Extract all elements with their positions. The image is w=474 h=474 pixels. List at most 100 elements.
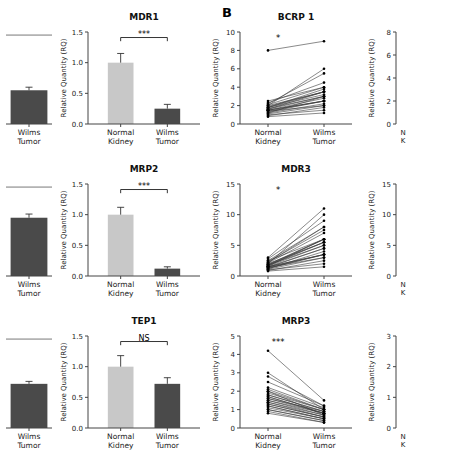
reference-line (6, 35, 52, 36)
point (323, 266, 326, 269)
y-axis (396, 184, 397, 276)
y-tick-label: 0.0 (72, 273, 83, 281)
error-stem (120, 207, 121, 214)
point (323, 91, 326, 94)
point (323, 93, 326, 96)
y-tick-label: 0 (387, 273, 391, 281)
x-tick-label: WilmsTumor (155, 280, 180, 298)
title: MRP3 (282, 316, 311, 326)
x-tick (167, 276, 168, 279)
y-tick-label: 8 (387, 29, 391, 37)
y-tick (393, 78, 396, 79)
pair-line (268, 411, 324, 422)
y-tick-label: 8 (231, 47, 235, 55)
point (323, 238, 326, 241)
text-line: Kidney (108, 441, 134, 450)
panel: NormalKidneyWilmsTumor051015Relative Qua… (212, 164, 352, 298)
annotation: NK (400, 129, 405, 145)
point (323, 253, 326, 256)
y-axis-label: Relative Quantity (RQ) (60, 190, 68, 269)
point (323, 247, 326, 250)
y-tick-label: 3 (231, 369, 235, 377)
point (267, 111, 270, 114)
point (323, 416, 326, 419)
x-tick-label: WilmsTumor (311, 432, 336, 450)
pair-line (268, 239, 324, 265)
pair-line (268, 376, 324, 405)
text-line: Tumor (311, 289, 336, 298)
y-tick (237, 184, 240, 185)
x-tick-label: WilmsTumor (155, 432, 180, 450)
point (323, 405, 326, 408)
point (323, 421, 326, 424)
text-line: Kidney (255, 289, 281, 298)
y-tick-label: 15 (226, 181, 235, 189)
point (267, 405, 270, 408)
x-tick (268, 276, 269, 279)
x-axis (240, 428, 352, 429)
y-tick-label: 6 (387, 52, 392, 60)
pair-line (268, 389, 324, 409)
point (323, 408, 326, 411)
y-tick-label: 1.0 (72, 211, 83, 219)
error-stem (29, 214, 30, 218)
panel: NormalKidneyWilmsTumor0.00.51.01.5Relati… (60, 164, 200, 298)
panel: WilmsTumor (6, 339, 52, 450)
error-stem (167, 378, 168, 384)
point (323, 81, 326, 84)
y-tick (393, 245, 396, 246)
point (323, 86, 326, 89)
x-tick-label: NormalKidney (107, 128, 134, 146)
y-tick-label: 1.5 (72, 333, 83, 341)
point (323, 412, 326, 415)
x-tick-label: WilmsTumor (311, 128, 336, 146)
error-cap (117, 355, 124, 356)
point (267, 395, 270, 398)
point (267, 372, 270, 375)
point (323, 238, 326, 241)
point (267, 109, 270, 112)
title: MDR3 (281, 164, 311, 174)
title: MRP2 (130, 164, 159, 174)
error-cap (117, 207, 124, 208)
text-line: Kidney (255, 441, 281, 450)
x-tick (324, 276, 325, 279)
panel: WilmsTumor (6, 187, 52, 298)
point (323, 416, 326, 419)
title: TEP1 (131, 316, 156, 326)
y-tick (237, 68, 240, 69)
point (267, 113, 270, 116)
y-tick-label: 3 (387, 333, 391, 341)
y-tick (393, 214, 396, 215)
plot-area (108, 356, 180, 428)
error-cap (26, 214, 33, 215)
y-tick (237, 50, 240, 51)
y-tick (237, 354, 240, 355)
y-tick (237, 391, 240, 392)
y-tick-label: 6 (231, 65, 236, 73)
pair-line (268, 402, 324, 417)
text-line: N (400, 129, 405, 137)
plot-area (267, 207, 326, 272)
y-axis (240, 32, 241, 124)
y-tick (237, 124, 240, 125)
y-tick (85, 124, 88, 125)
pair-line (268, 261, 324, 271)
y-tick (393, 184, 396, 185)
point (267, 264, 270, 267)
y-axis (240, 184, 241, 276)
x-tick-label: NormalKidney (107, 432, 134, 450)
annotation: NS (138, 334, 149, 343)
y-axis-label: Relative Quantity (RQ) (368, 38, 376, 117)
y-tick-label: 0.0 (72, 425, 83, 433)
y-axis (396, 336, 397, 428)
error-cap (117, 53, 124, 54)
point (323, 259, 326, 262)
y-axis-label: Relative Quantity (RQ) (212, 38, 220, 117)
point (323, 399, 326, 402)
y-tick-label: 0.0 (72, 121, 83, 129)
y-tick (237, 276, 240, 277)
y-axis-label: Relative Quantity (RQ) (60, 38, 68, 117)
y-tick-label: 0 (231, 425, 235, 433)
pair-line (268, 395, 324, 412)
